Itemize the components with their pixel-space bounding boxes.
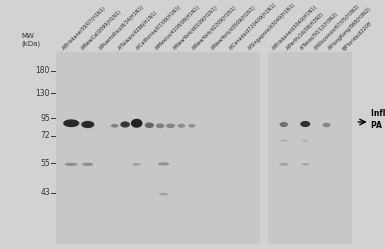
Bar — [268, 52, 352, 244]
Ellipse shape — [131, 119, 142, 128]
Text: 180: 180 — [36, 66, 50, 75]
Ellipse shape — [81, 121, 94, 128]
Text: A/NewYork/d3509(H1N1): A/NewYork/d3509(H1N1) — [210, 4, 256, 51]
Text: 43: 43 — [40, 188, 50, 197]
Text: A/PuertoRico/8/34(H1N1): A/PuertoRico/8/34(H1N1) — [99, 4, 146, 51]
Ellipse shape — [300, 121, 310, 127]
Ellipse shape — [280, 122, 288, 127]
Ellipse shape — [177, 124, 185, 128]
Ellipse shape — [65, 163, 78, 166]
Text: A/Mexico/4108/09(H1N1): A/Mexico/4108/09(H1N1) — [154, 4, 201, 51]
Text: 95: 95 — [40, 114, 50, 123]
Text: MW
(kDa): MW (kDa) — [21, 33, 40, 47]
Text: A/Brisbane/59/07(H1N1): A/Brisbane/59/07(H1N1) — [62, 5, 107, 51]
Text: A/NewCal/2099(H1N1): A/NewCal/2099(H1N1) — [80, 9, 122, 51]
Ellipse shape — [323, 123, 330, 127]
Ellipse shape — [145, 123, 154, 128]
Text: B/Florida/d2208: B/Florida/d2208 — [341, 20, 373, 51]
Text: A/Singapore/d3040(H1N1): A/Singapore/d3040(H1N1) — [247, 2, 296, 51]
Ellipse shape — [156, 123, 164, 128]
Ellipse shape — [132, 163, 141, 166]
Ellipse shape — [82, 163, 94, 166]
Text: 72: 72 — [40, 131, 50, 140]
Ellipse shape — [166, 124, 175, 128]
Text: A/Canada/d720409(H1N1): A/Canada/d720409(H1N1) — [229, 2, 278, 51]
Ellipse shape — [301, 163, 309, 166]
Text: A/NewYork/d2209(H1N1): A/NewYork/d2209(H1N1) — [191, 4, 238, 51]
Text: A/HongKong/868(H3N2): A/HongKong/868(H3N2) — [328, 6, 373, 51]
Ellipse shape — [111, 124, 119, 127]
Text: A/Texas/50/12(H3N2): A/Texas/50/12(H3N2) — [299, 11, 339, 51]
Text: A/Wisconsin/67/05(H3N2): A/Wisconsin/67/05(H3N2) — [313, 3, 361, 51]
Text: A/NewYork/d0109(H1N1): A/NewYork/d0109(H1N1) — [173, 4, 219, 51]
Text: 55: 55 — [40, 159, 50, 168]
Ellipse shape — [158, 162, 169, 166]
Ellipse shape — [302, 140, 309, 142]
Text: 130: 130 — [35, 89, 50, 98]
Text: A/Perth/16/09(H3N2): A/Perth/16/09(H3N2) — [285, 11, 325, 51]
Ellipse shape — [280, 163, 288, 166]
Bar — [56, 52, 260, 244]
Ellipse shape — [280, 139, 288, 142]
Text: Influenza A virus
PA protein: Influenza A virus PA protein — [371, 109, 385, 130]
Ellipse shape — [159, 193, 168, 195]
Text: A/Taiwan/4286(H1N1): A/Taiwan/4286(H1N1) — [117, 10, 159, 51]
Ellipse shape — [63, 119, 79, 127]
Ellipse shape — [120, 122, 130, 127]
Text: A/California/07/09(H1N1): A/California/07/09(H1N1) — [136, 4, 183, 51]
Text: A/Brisbane/d3040(H1N1): A/Brisbane/d3040(H1N1) — [271, 4, 318, 51]
Ellipse shape — [188, 124, 195, 127]
